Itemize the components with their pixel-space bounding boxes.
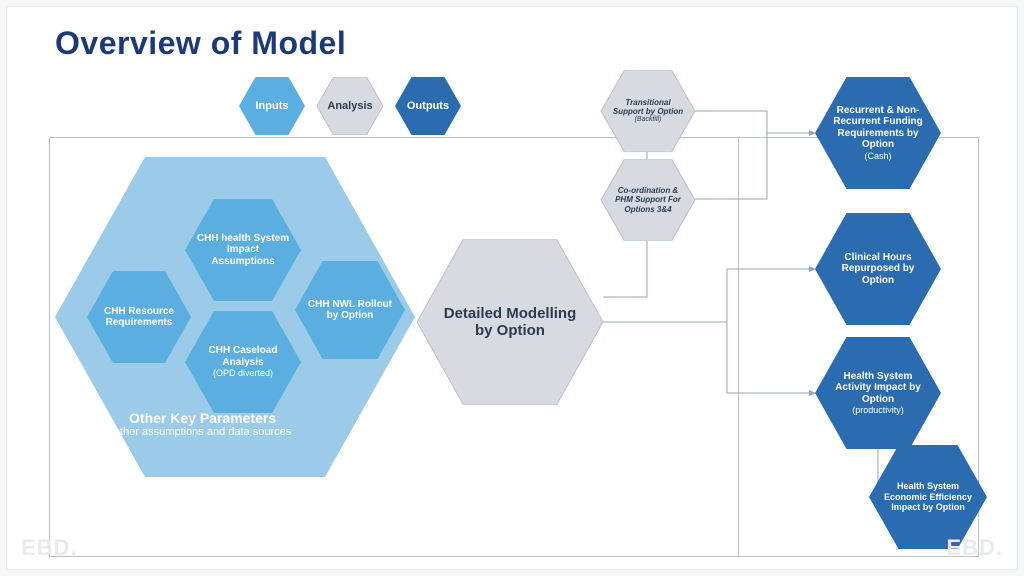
slide-frame: Overview of Model Inputs Analysis Output… xyxy=(6,6,1018,570)
legend-hex-0: Inputs xyxy=(239,77,305,135)
watermark-left: EBD. xyxy=(21,535,78,561)
analysis-small-hex-1: Co-ordination & PHM Support For Options … xyxy=(601,159,695,241)
input-hex-1: CHH health System Impact Assumptions xyxy=(185,199,301,301)
connector-4 xyxy=(603,269,815,322)
input-hex-2: CHH Caseload Analysis(OPD diverted) xyxy=(185,311,301,413)
analysis-main-hex: Detailed Modelling by Option xyxy=(417,239,603,405)
connector-5 xyxy=(727,322,815,393)
output-hex-1: Clinical Hours Repurposed by Option xyxy=(815,213,941,325)
analysis-small-hex-0: Transitional Support by Option(Backfill) xyxy=(601,70,695,152)
input-hex-3: CHH NWL Rollout by Option xyxy=(295,261,405,359)
legend-hex-2: Outputs xyxy=(395,77,461,135)
output-hex-3: Health System Economic Efficiency Impact… xyxy=(869,445,987,549)
connector-2 xyxy=(695,111,815,133)
output-hex-2: Health System Activity Impact by Option(… xyxy=(815,337,941,449)
input-hex-0: CHH Resource Requirements xyxy=(87,271,191,363)
legend-hex-1: Analysis xyxy=(317,77,383,135)
watermark-right: EBD. xyxy=(946,535,1003,561)
connector-3 xyxy=(695,133,767,199)
output-hex-0: Recurrent & Non-Recurrent Funding Requir… xyxy=(815,77,941,189)
